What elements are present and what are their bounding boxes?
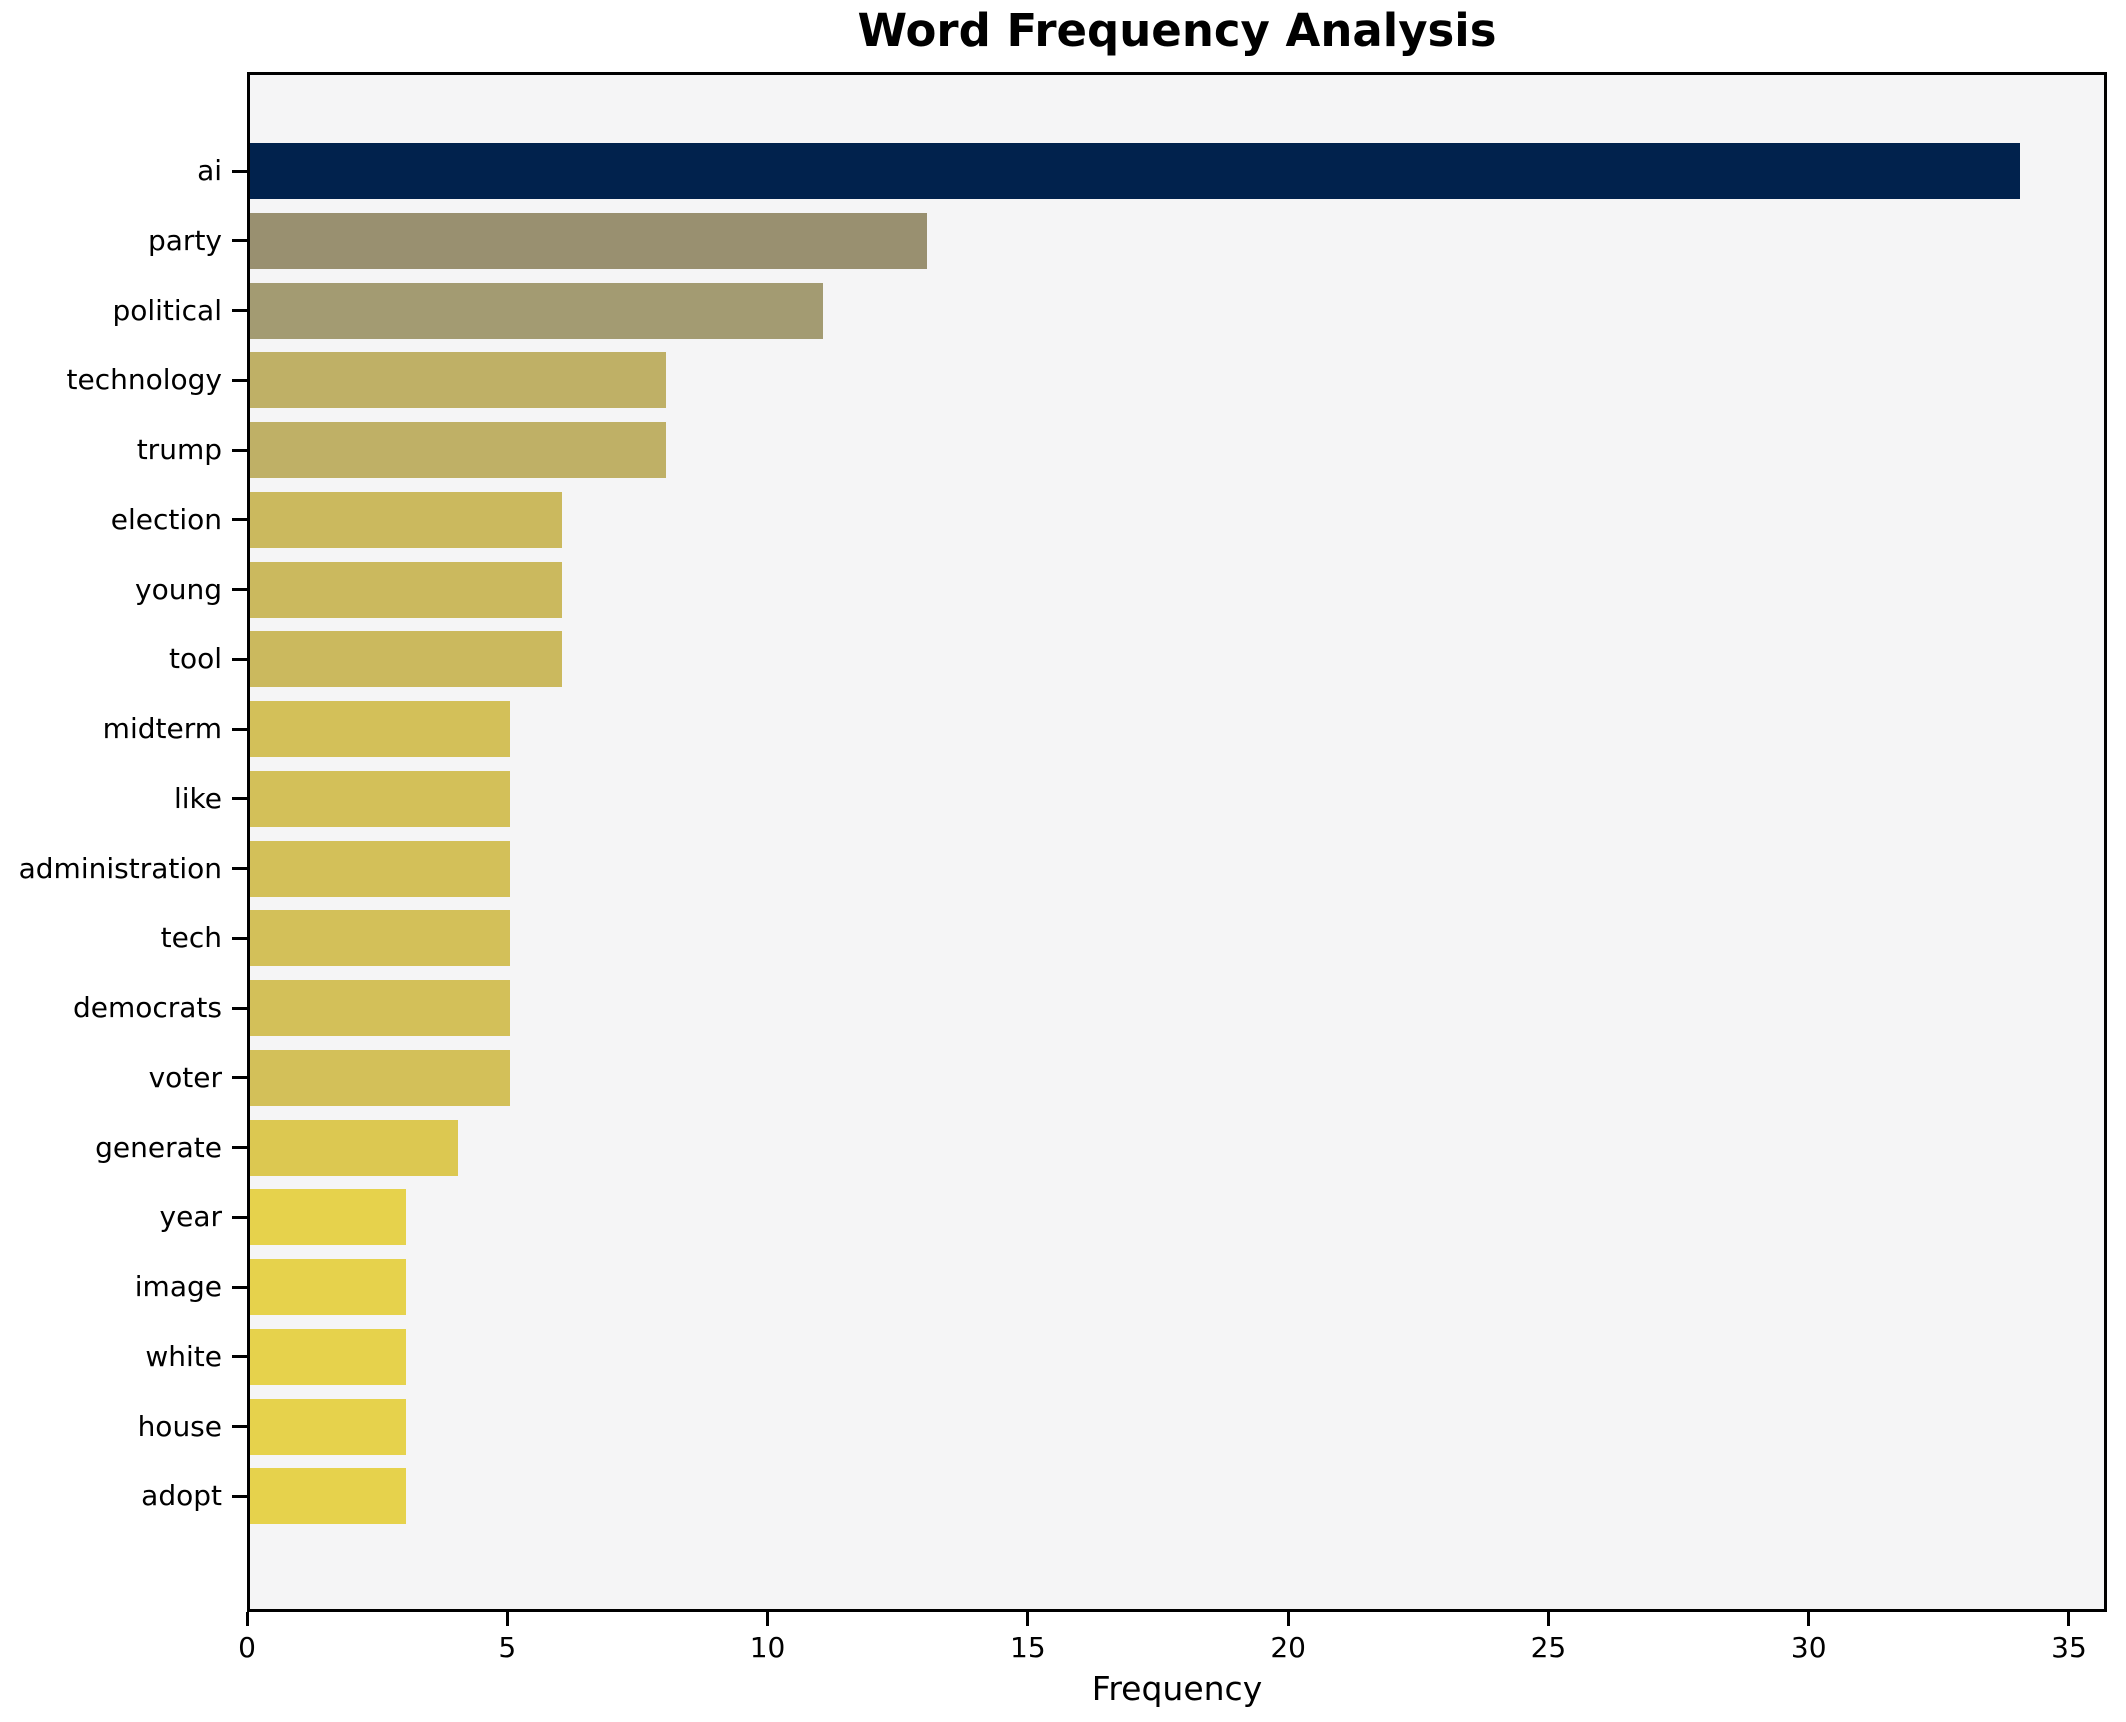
bar-tech [250, 910, 511, 967]
x-tick-mark [1286, 1612, 1290, 1626]
y-tick-label-voter: voter [148, 1060, 222, 1094]
x-tick-mark [1546, 1612, 1550, 1626]
y-tick-label-administration: administration [18, 851, 222, 885]
y-tick-label-tech: tech [160, 921, 222, 955]
bar-political [250, 282, 823, 339]
y-tick-label-democrats: democrats [72, 991, 222, 1024]
bar-ai [250, 143, 2020, 199]
x-tick-label-35: 35 [2051, 1631, 2087, 1664]
y-tick-label-election: election [110, 502, 222, 536]
y-tick-mark [232, 309, 247, 312]
bar-image [250, 1259, 407, 1315]
bar-administration [250, 840, 511, 897]
x-tick-label-25: 25 [1530, 1631, 1567, 1664]
y-tick-mark [232, 378, 247, 382]
x-tick-label-15: 15 [1010, 1631, 1046, 1664]
bar-young [250, 561, 563, 618]
y-tick-mark [232, 727, 247, 731]
bar-midterm [250, 701, 511, 757]
y-tick-label-house: house [137, 1409, 222, 1443]
bar-generate [250, 1119, 459, 1176]
y-tick-label-technology: technology [66, 363, 222, 397]
bar-trump [250, 422, 667, 478]
y-tick-mark [232, 867, 247, 870]
y-tick-mark [232, 1076, 247, 1080]
chart-title: Word Frequency Analysis [857, 4, 1497, 57]
y-tick-mark [232, 1425, 247, 1428]
bar-white [250, 1328, 407, 1385]
y-tick-label-adopt: adopt [141, 1479, 222, 1513]
y-tick-label-young: young [135, 572, 222, 606]
y-tick-mark [232, 588, 247, 591]
y-tick-mark [232, 797, 247, 801]
y-tick-mark [232, 169, 247, 173]
bar-year [250, 1189, 407, 1246]
y-tick-mark [232, 936, 247, 940]
y-tick-mark [232, 1355, 247, 1359]
x-tick-mark [1026, 1612, 1030, 1626]
y-tick-mark [232, 1146, 247, 1149]
x-tick-label-5: 5 [498, 1631, 517, 1664]
y-tick-mark [232, 1006, 247, 1010]
x-tick-label-0: 0 [238, 1631, 256, 1664]
x-tick-label-20: 20 [1270, 1631, 1306, 1664]
x-tick-label-10: 10 [749, 1631, 786, 1664]
x-tick-mark [245, 1612, 249, 1626]
y-tick-label-like: like [173, 781, 222, 815]
x-tick-mark [505, 1612, 509, 1626]
y-tick-label-white: white [145, 1339, 222, 1373]
bar-party [250, 212, 927, 269]
x-tick-mark [1807, 1612, 1811, 1626]
y-tick-mark [232, 1215, 247, 1219]
bar-voter [250, 1049, 511, 1106]
y-tick-mark [232, 657, 247, 661]
y-tick-label-generate: generate [95, 1130, 222, 1164]
y-tick-mark [232, 1285, 247, 1289]
x-axis-title: Frequency [1091, 1669, 1263, 1708]
bar-house [250, 1398, 407, 1455]
y-tick-label-party: party [148, 223, 222, 257]
bar-technology [250, 352, 667, 409]
plot-area [247, 72, 2107, 1612]
x-tick-label-30: 30 [1790, 1631, 1827, 1664]
y-tick-label-ai: ai [197, 154, 222, 187]
x-tick-mark [2067, 1612, 2071, 1626]
bar-adopt [250, 1468, 407, 1525]
bar-tool [250, 631, 563, 688]
y-tick-label-tool: tool [168, 642, 222, 676]
y-tick-mark [232, 448, 247, 452]
y-tick-label-image: image [134, 1270, 222, 1303]
y-tick-label-midterm: midterm [102, 712, 222, 745]
y-tick-mark [232, 1494, 247, 1498]
x-tick-mark [766, 1612, 770, 1626]
y-tick-mark [232, 518, 247, 522]
bar-democrats [250, 980, 511, 1036]
y-tick-label-trump: trump [136, 433, 222, 466]
y-tick-label-year: year [159, 1200, 222, 1234]
y-tick-mark [232, 239, 247, 243]
bar-like [250, 770, 511, 827]
y-tick-label-political: political [112, 293, 222, 327]
bar-election [250, 491, 563, 548]
